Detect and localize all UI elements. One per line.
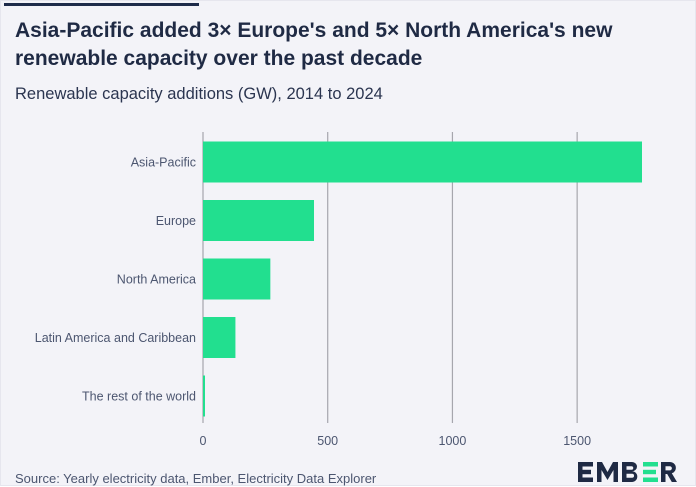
x-tick-label-0: 0 — [200, 434, 207, 448]
bar-the-rest-of-the-world — [203, 375, 205, 417]
category-label-the-rest-of-the-world: The rest of the world — [82, 390, 196, 404]
category-label-north-america: North America — [117, 273, 196, 287]
category-labels: Asia-Pacific Europe North America Latin Ame… — [35, 156, 196, 404]
source-note: Source: Yearly electricity data, Ember, … — [15, 471, 377, 486]
top-accent-bar — [4, 3, 199, 6]
x-tick-label-1500: 1500 — [563, 434, 591, 448]
category-label-latin-america-and-caribbean: Latin America and Caribbean — [35, 331, 196, 345]
bars — [203, 141, 642, 417]
bar-north-america — [203, 258, 271, 300]
chart-title: Asia-Pacific added 3× Europe's and 5× No… — [15, 19, 613, 70]
bar-latin-america-and-caribbean — [203, 317, 236, 358]
x-tick-label-1000: 1000 — [439, 434, 467, 448]
chart-subtitle: Renewable capacity additions (GW), 2014 … — [15, 85, 383, 103]
bar-asia-pacific — [203, 141, 642, 183]
category-label-europe: Europe — [156, 214, 196, 228]
category-label-asia-pacific: Asia-Pacific — [131, 156, 196, 170]
ember-logo — [578, 462, 677, 482]
x-tick-labels: 0 500 1000 1500 — [200, 434, 592, 448]
bar-europe — [203, 200, 314, 241]
x-tick-label-500: 500 — [317, 434, 338, 448]
